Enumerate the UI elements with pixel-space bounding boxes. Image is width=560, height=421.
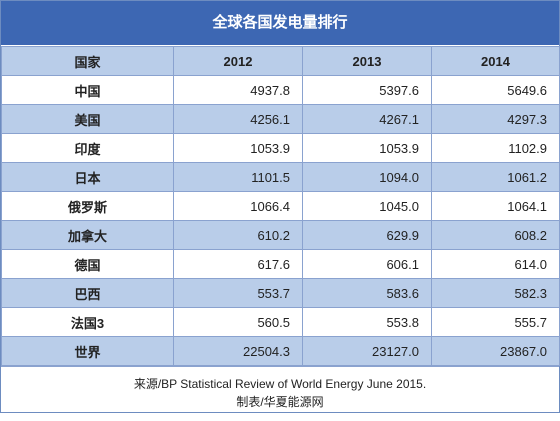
country-cell: 巴西: [1, 278, 174, 308]
value-2012-cell: 4256.1: [173, 104, 303, 134]
table-body: 中国 4937.8 5397.6 5649.6 美国 4256.1 4267.1 4297.3…: [1, 75, 560, 366]
value-2013-cell: 1045.0: [302, 191, 432, 221]
column-header-2014: 2014: [431, 46, 560, 76]
value-2014-cell: 5649.6: [431, 75, 560, 105]
power-generation-table: 国家 2012 2013 2014 中国 4937.8 5397.6 5649.6 美国…: [1, 46, 560, 366]
value-2012-cell: 1066.4: [173, 191, 303, 221]
value-2014-cell: 555.7: [431, 307, 560, 337]
value-2014-cell: 582.3: [431, 278, 560, 308]
value-2014-cell: 4297.3: [431, 104, 560, 134]
column-header-2012: 2012: [173, 46, 303, 76]
country-cell: 美国: [1, 104, 174, 134]
country-cell: 世界: [1, 336, 174, 366]
column-header-2013: 2013: [302, 46, 432, 76]
table-row: 加拿大 610.2 629.9 608.2: [1, 220, 560, 250]
value-2012-cell: 22504.3: [173, 336, 303, 366]
table-row: 印度 1053.9 1053.9 1102.9: [1, 133, 560, 163]
value-2012-cell: 560.5: [173, 307, 303, 337]
table-row: 法国3 560.5 553.8 555.7: [1, 307, 560, 337]
country-cell: 德国: [1, 249, 174, 279]
value-2012-cell: 610.2: [173, 220, 303, 250]
value-2014-cell: 608.2: [431, 220, 560, 250]
value-2013-cell: 629.9: [302, 220, 432, 250]
value-2013-cell: 4267.1: [302, 104, 432, 134]
value-2012-cell: 553.7: [173, 278, 303, 308]
value-2014-cell: 614.0: [431, 249, 560, 279]
value-2013-cell: 583.6: [302, 278, 432, 308]
table-row: 巴西 553.7 583.6 582.3: [1, 278, 560, 308]
source-note: 来源/BP Statistical Review of World Energy…: [133, 377, 427, 391]
value-2013-cell: 23127.0: [302, 336, 432, 366]
table-row: 中国 4937.8 5397.6 5649.6: [1, 75, 560, 105]
value-2012-cell: 1101.5: [173, 162, 303, 192]
value-2014-cell: 1064.1: [431, 191, 560, 221]
column-header-country: 国家: [1, 46, 174, 76]
credit-note: 制表/华夏能源网: [236, 395, 324, 409]
table-row: 日本 1101.5 1094.0 1061.2: [1, 162, 560, 192]
table-row: 德国 617.6 606.1 614.0: [1, 249, 560, 279]
country-cell: 印度: [1, 133, 174, 163]
value-2014-cell: 1102.9: [431, 133, 560, 163]
table-title: 全球各国发电量排行: [1, 1, 559, 46]
value-2012-cell: 617.6: [173, 249, 303, 279]
value-2012-cell: 1053.9: [173, 133, 303, 163]
country-cell: 俄罗斯: [1, 191, 174, 221]
value-2013-cell: 553.8: [302, 307, 432, 337]
country-cell: 加拿大: [1, 220, 174, 250]
country-cell: 日本: [1, 162, 174, 192]
value-2012-cell: 4937.8: [173, 75, 303, 105]
value-2014-cell: 23867.0: [431, 336, 560, 366]
table-footer: 来源/BP Statistical Review of World Energy…: [1, 366, 559, 421]
value-2013-cell: 606.1: [302, 249, 432, 279]
table-row: 俄罗斯 1066.4 1045.0 1064.1: [1, 191, 560, 221]
country-cell: 法国3: [1, 307, 174, 337]
table-row: 世界 22504.3 23127.0 23867.0: [1, 336, 560, 366]
value-2013-cell: 1094.0: [302, 162, 432, 192]
country-cell: 中国: [1, 75, 174, 105]
value-2013-cell: 5397.6: [302, 75, 432, 105]
table-row: 美国 4256.1 4267.1 4297.3: [1, 104, 560, 134]
value-2014-cell: 1061.2: [431, 162, 560, 192]
header-row: 国家 2012 2013 2014: [1, 46, 560, 76]
value-2013-cell: 1053.9: [302, 133, 432, 163]
